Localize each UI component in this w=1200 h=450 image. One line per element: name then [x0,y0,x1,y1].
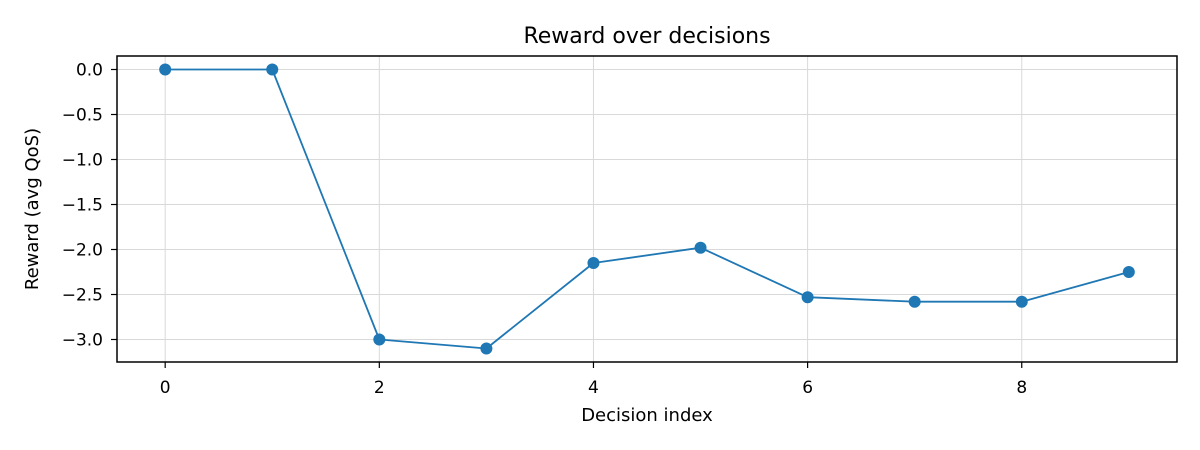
x-tick-label: 4 [588,378,599,398]
data-point [801,291,814,304]
y-tick-label: −3.0 [62,331,103,351]
grid-lines [117,56,1177,362]
y-axis-label: Reward (avg QoS) [22,128,43,290]
data-point [480,342,493,355]
data-point [1122,266,1135,278]
axes: 0 2 4 6 8 0.0 −0.5 −1.0 −1.5 −2.0 −2.5 −3.0 [62,55,1178,398]
series-line [165,68,1130,350]
y-tick-label: −1.0 [62,151,103,171]
data-point [1015,295,1028,308]
y-tick-label: 0.0 [76,61,103,81]
data-point [159,63,172,76]
x-tick-label: 6 [802,378,813,398]
y-tick-label: −2.5 [62,286,103,306]
data-point [908,295,921,308]
y-tick-label: −0.5 [62,106,103,126]
data-point [587,257,600,269]
chart-title: Reward over decisions [523,24,770,49]
plot-frame [116,55,1178,363]
y-tick-label: −1.5 [62,196,103,216]
data-point [266,63,279,76]
x-tick-label: 8 [1016,378,1027,398]
data-point [373,333,386,346]
data-series [159,63,1135,355]
x-tick-label: 0 [160,378,171,398]
x-axis-label: Decision index [581,405,713,426]
data-point [694,241,707,254]
x-tick-label: 2 [374,378,385,398]
y-tick-label: −2.0 [62,241,103,261]
